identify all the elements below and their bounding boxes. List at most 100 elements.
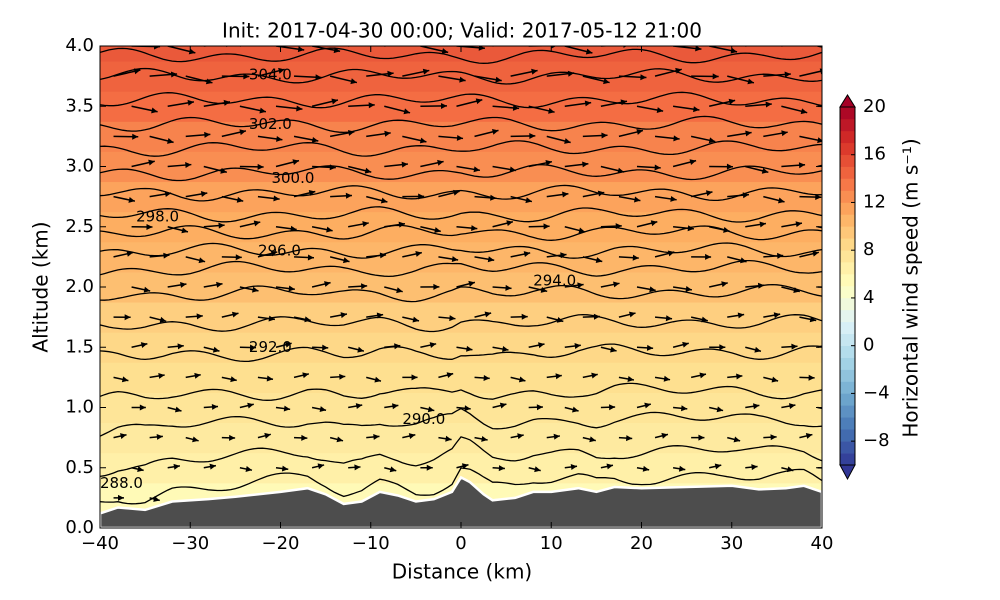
wind-arrow xyxy=(546,433,561,440)
arrow-head xyxy=(459,76,466,83)
arrow-head xyxy=(632,254,639,261)
wind-arrow xyxy=(438,256,459,263)
arrow-head xyxy=(471,225,478,232)
arrow-head xyxy=(819,68,822,75)
arrow-head xyxy=(650,220,658,227)
arrow-head xyxy=(712,73,719,80)
wind-arrow xyxy=(492,465,505,472)
wind-arrow xyxy=(221,311,239,318)
arrow-head xyxy=(693,106,700,113)
wind-arrow xyxy=(384,221,406,228)
arrow-head xyxy=(285,341,292,348)
arrow-head xyxy=(411,374,418,381)
arrow-head xyxy=(695,46,702,52)
contour-label: 296.0 xyxy=(258,241,301,259)
arrow-head xyxy=(473,166,480,173)
wind-speed-band xyxy=(100,362,822,393)
arrow-head xyxy=(793,287,800,294)
wind-arrow xyxy=(691,73,719,80)
colorbar-segment xyxy=(840,393,855,406)
wind-arrow xyxy=(239,105,267,114)
arrow-head xyxy=(770,434,777,441)
arrow-head xyxy=(525,197,532,204)
wind-arrow xyxy=(275,159,300,168)
wind-arrow xyxy=(709,281,728,288)
wind-arrow xyxy=(763,195,785,204)
wind-arrow xyxy=(528,466,541,473)
wind-arrow xyxy=(113,68,141,77)
wind-arrow xyxy=(329,129,355,138)
arrow-head xyxy=(606,463,613,470)
arrow-head xyxy=(593,313,600,320)
arrow-head xyxy=(803,39,809,45)
arrow-head xyxy=(445,435,452,442)
wind-arrow xyxy=(690,372,707,379)
y-tick-label: 4.0 xyxy=(65,35,94,56)
arrow-head xyxy=(656,107,664,113)
contour-label: 294.0 xyxy=(533,271,576,289)
wind-arrow xyxy=(799,433,813,439)
arrow-head xyxy=(464,405,471,412)
colorbar-label: Horizontal wind speed (m s⁻¹) xyxy=(899,138,923,437)
arrow-head xyxy=(499,402,507,409)
wind-arrow xyxy=(329,256,350,264)
arrow-head xyxy=(319,406,327,413)
arrow-head xyxy=(737,312,745,319)
wind-arrow xyxy=(456,98,483,107)
wind-arrow xyxy=(420,46,449,54)
arrow-head xyxy=(124,314,131,321)
wind-arrow xyxy=(131,404,146,411)
arrow-head xyxy=(301,434,308,441)
wind-arrow xyxy=(275,341,292,348)
arrow-head xyxy=(374,376,381,383)
arrow-head xyxy=(498,465,505,472)
arrow-head xyxy=(620,99,628,106)
y-tick-label: 0.5 xyxy=(65,457,94,478)
contour-label: 298.0 xyxy=(136,208,179,226)
contour-label: 288.0 xyxy=(100,474,143,492)
arrow-head xyxy=(412,316,420,323)
arrow-head xyxy=(158,372,165,379)
arrow-shaft xyxy=(384,46,390,47)
arrow-head xyxy=(297,46,305,53)
wind-arrow xyxy=(185,191,208,198)
colorbar-tick-label: −8 xyxy=(863,430,890,451)
arrow-head xyxy=(553,433,560,440)
arrow-head xyxy=(795,221,802,228)
chart-title: Init: 2017-04-30 00:00; Valid: 2017-05-1… xyxy=(222,19,702,43)
wind-arrow xyxy=(474,311,492,318)
wind-arrow xyxy=(239,220,261,228)
wind-arrow xyxy=(564,46,593,55)
wind-arrow xyxy=(239,163,264,170)
arrow-shaft xyxy=(817,345,822,348)
colorbar-segment xyxy=(840,166,855,179)
arrow-head xyxy=(151,107,158,114)
arrow-head xyxy=(481,435,488,442)
arrow-head xyxy=(252,286,259,293)
wind-arrow xyxy=(564,161,589,168)
colorbar-segment xyxy=(840,297,855,311)
arrow-head xyxy=(185,162,192,169)
arrow-head xyxy=(229,434,236,441)
wind-arrow xyxy=(745,46,750,47)
wind-arrow xyxy=(149,372,165,379)
arrow-head xyxy=(329,164,336,171)
arrow-head xyxy=(728,98,736,105)
wind-arrow xyxy=(311,46,341,54)
arrow-head xyxy=(192,436,199,443)
arrow-head xyxy=(784,71,791,78)
wind-arrow xyxy=(149,252,170,259)
overlay: −40 −30 −20 −10 0 10 20 30 400.00.51.01.52.02.53… xyxy=(65,35,889,554)
isentrope xyxy=(100,184,822,202)
wind-arrow xyxy=(564,226,586,234)
wind-arrow xyxy=(438,75,466,83)
y-tick-label: 3.5 xyxy=(65,95,94,116)
wind-arrow xyxy=(348,346,365,353)
wind-arrow xyxy=(763,434,777,441)
wind-arrow xyxy=(618,435,633,442)
wind-arrow xyxy=(348,283,368,290)
wind-arrow xyxy=(203,222,225,229)
arrow-head xyxy=(281,465,289,472)
wind-arrow xyxy=(781,343,798,350)
